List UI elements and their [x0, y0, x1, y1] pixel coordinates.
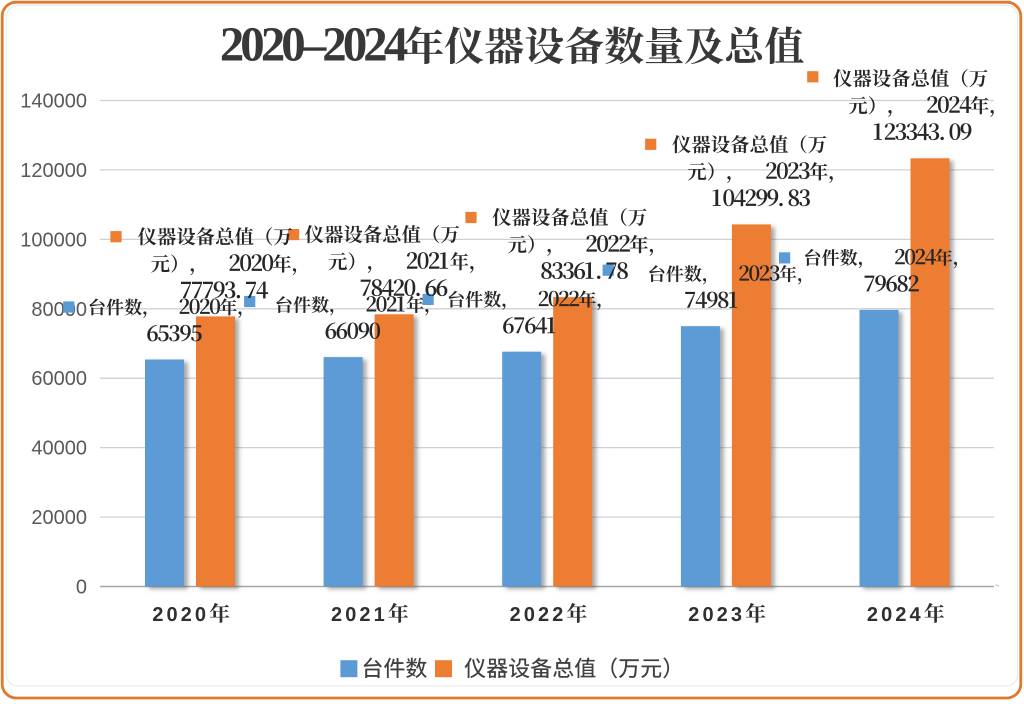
svg-text:60000: 60000: [31, 368, 87, 390]
svg-text:40000: 40000: [31, 438, 87, 460]
svg-text:100000: 100000: [20, 229, 87, 251]
svg-text:140000: 140000: [20, 91, 87, 113]
svg-text:20000: 20000: [31, 507, 87, 529]
svg-text:80000: 80000: [31, 299, 87, 321]
svg-text:120000: 120000: [20, 160, 87, 182]
svg-text:0: 0: [76, 577, 87, 599]
